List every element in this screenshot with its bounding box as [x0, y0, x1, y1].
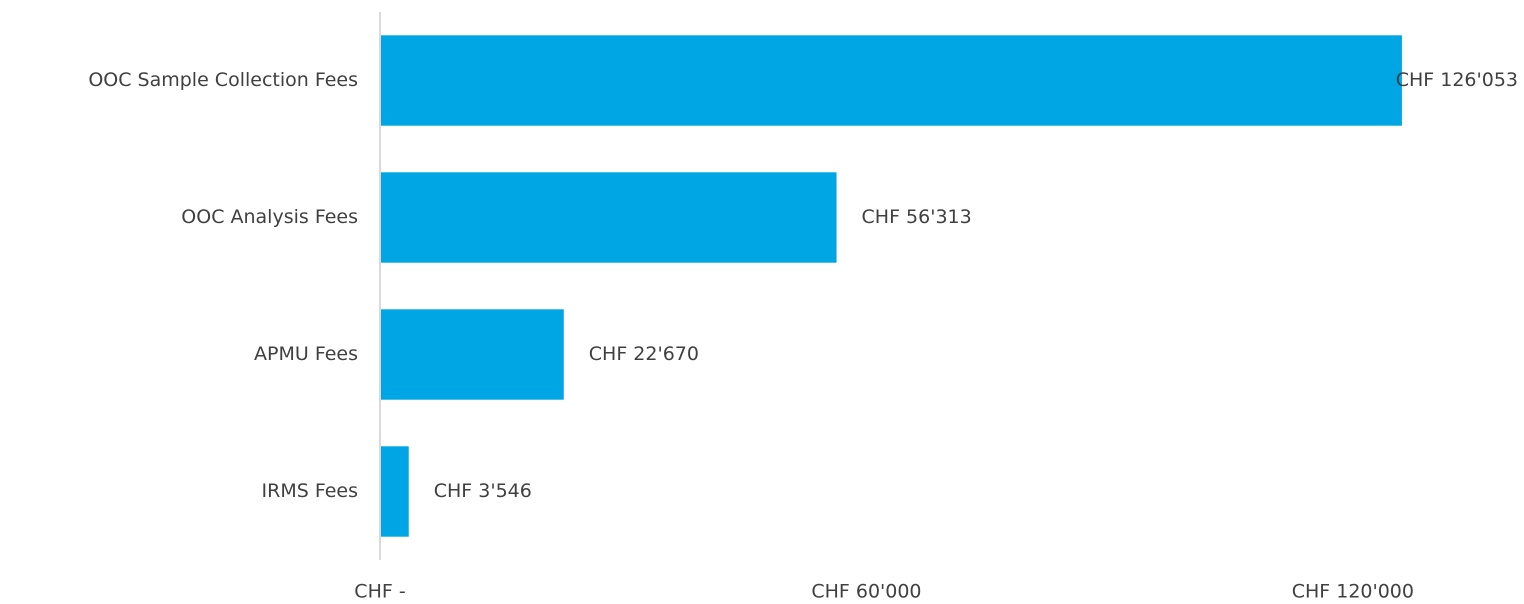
x-tick-label: CHF 60'000 — [811, 581, 921, 603]
data-label: CHF 3'546 — [434, 480, 532, 502]
y-tick-label: APMU Fees — [254, 343, 358, 365]
data-label: CHF 126'053 — [1396, 69, 1518, 91]
bar — [380, 309, 564, 400]
bar — [380, 446, 409, 537]
data-label: CHF 56'313 — [862, 206, 972, 228]
x-tick-label: CHF 120'000 — [1292, 581, 1414, 603]
y-tick-label: OOC Sample Collection Fees — [88, 69, 358, 91]
bar — [380, 172, 837, 263]
data-label: CHF 22'670 — [589, 343, 699, 365]
y-tick-label: IRMS Fees — [262, 480, 358, 502]
x-tick-label: CHF - — [354, 581, 405, 603]
bar — [380, 35, 1402, 126]
y-tick-label: OOC Analysis Fees — [181, 206, 358, 228]
